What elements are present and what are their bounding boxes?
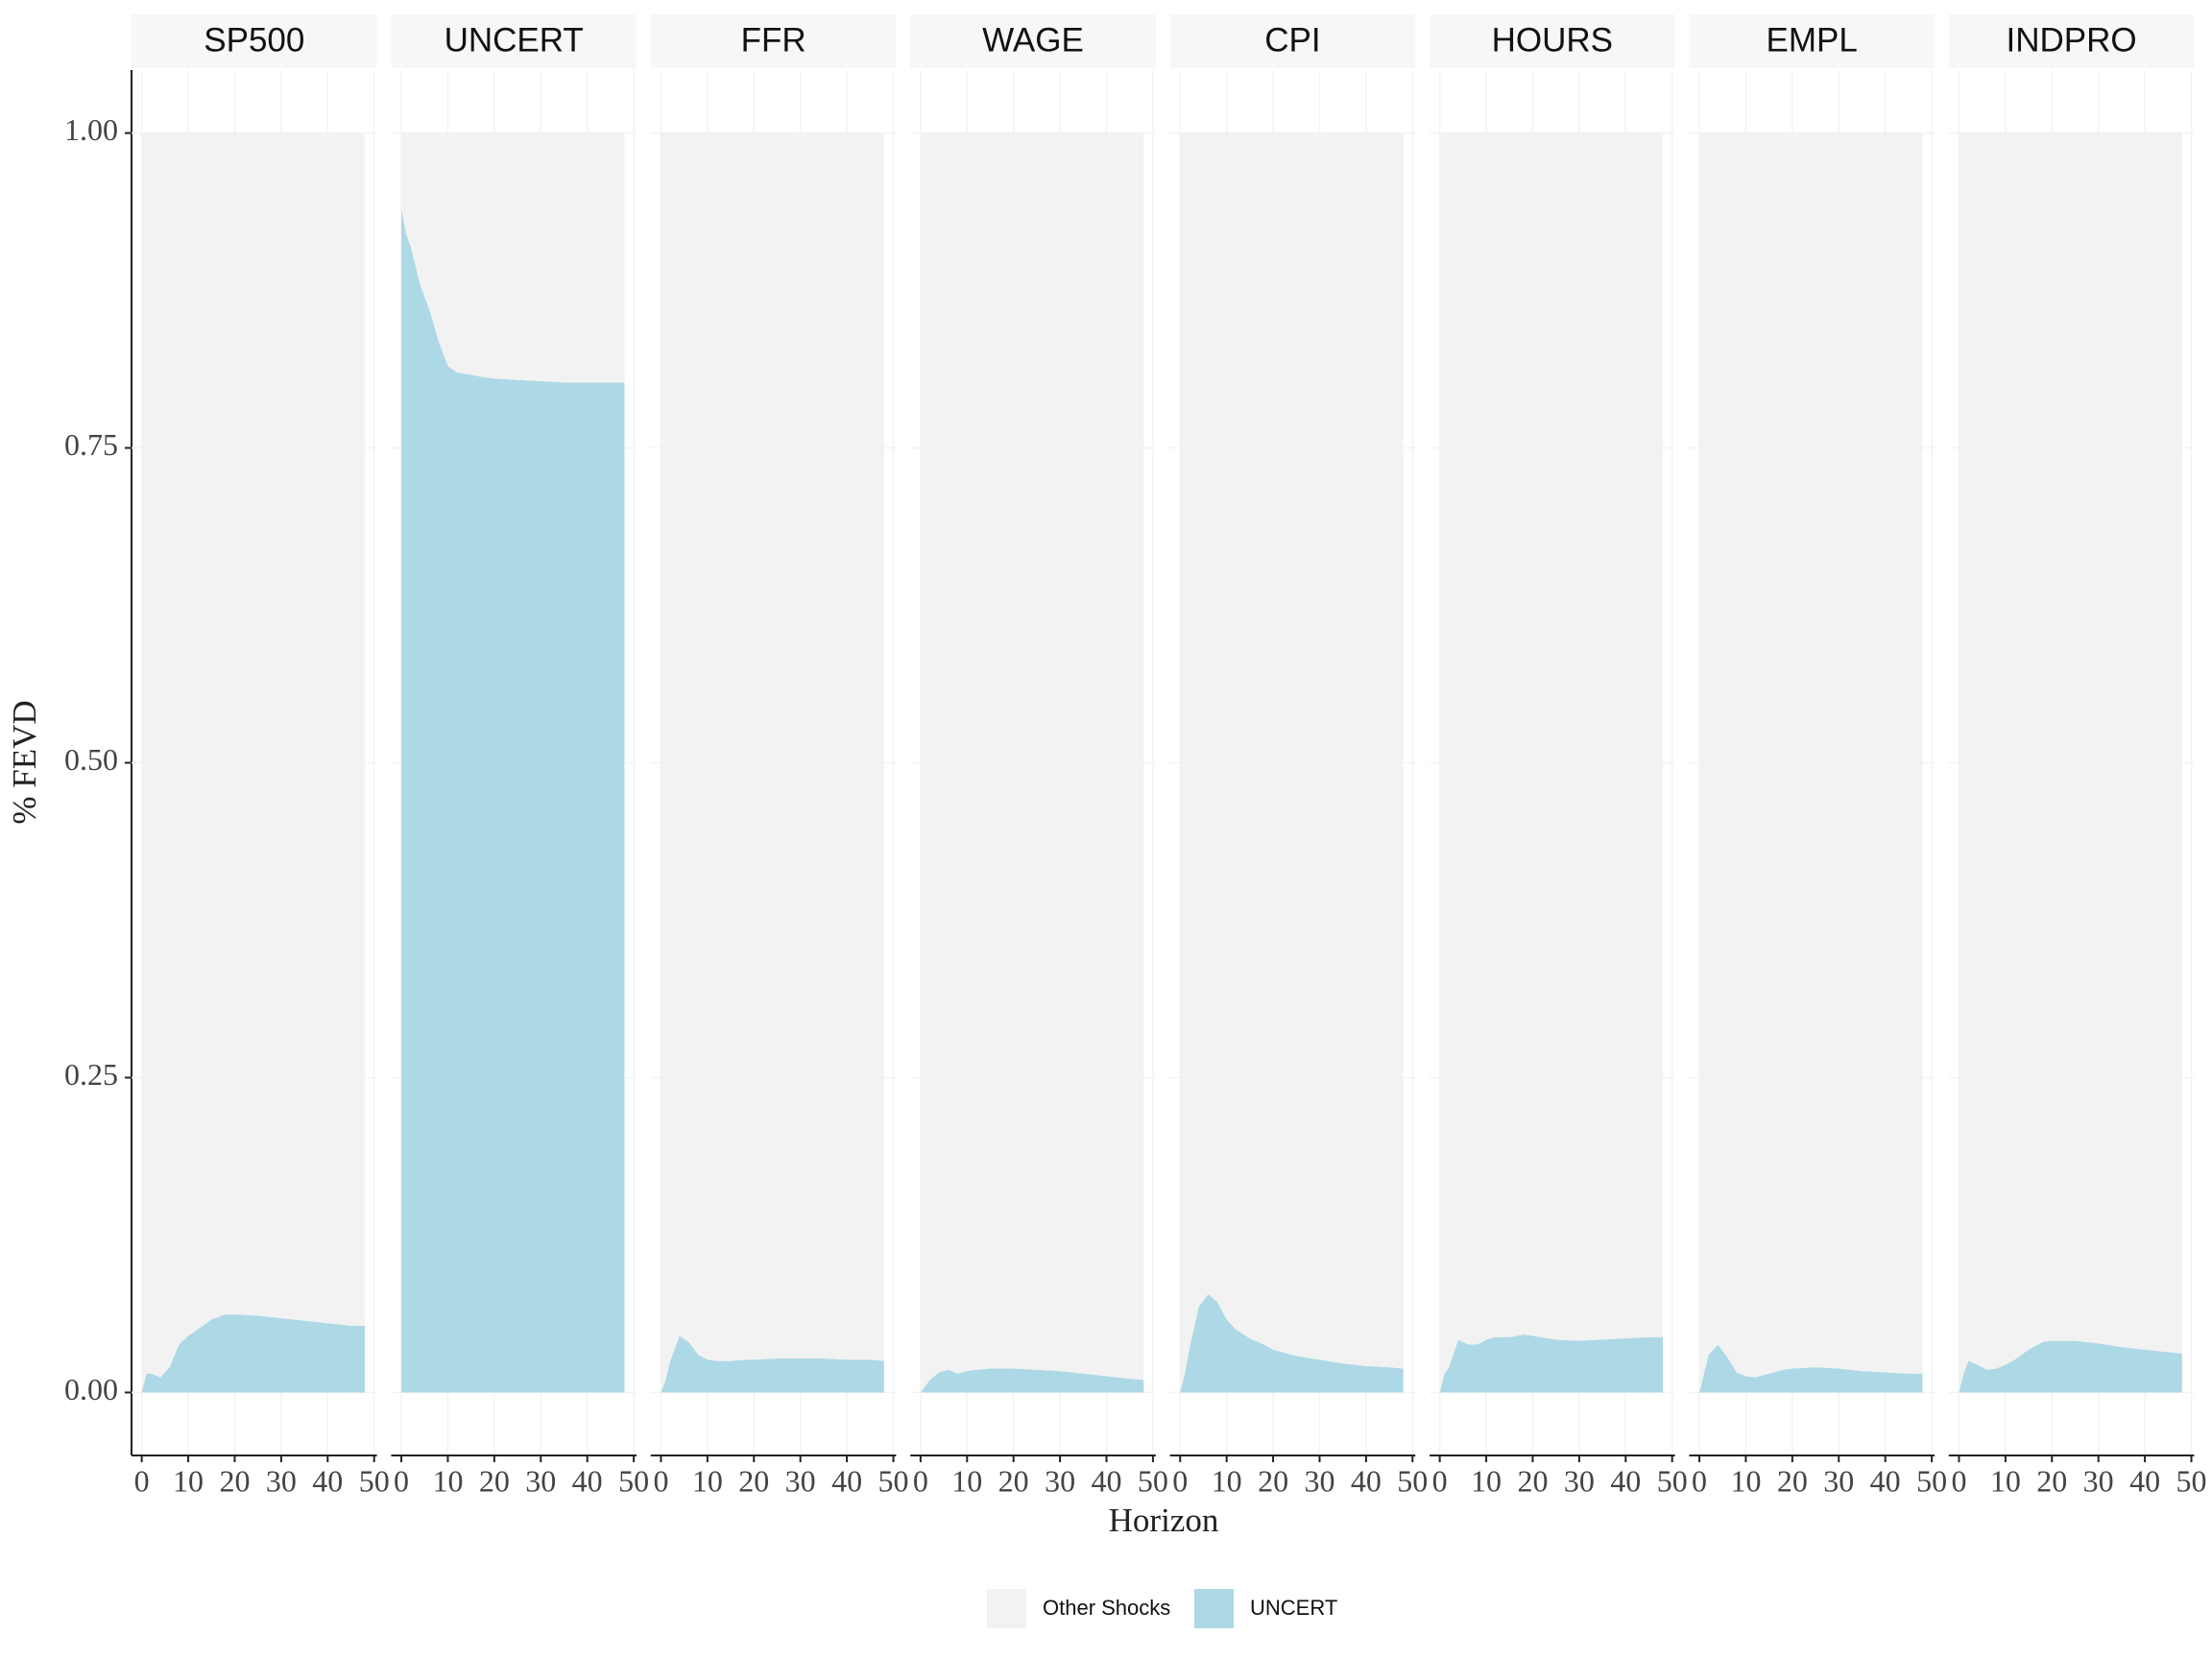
y-tick-label: 1.00 [64, 112, 118, 147]
strip [910, 14, 1156, 68]
x-tick-label: 40 [1351, 1463, 1382, 1498]
area [1959, 1340, 2182, 1393]
area [1439, 132, 1664, 1393]
area [401, 208, 625, 1393]
area [1699, 132, 1923, 1393]
x-tick-label: 30 [525, 1463, 556, 1498]
strip [1169, 14, 1416, 68]
x-tick-label: 50 [1657, 1463, 1688, 1498]
x-tick-label: 20 [1258, 1463, 1288, 1498]
x-tick-label: 0 [394, 1463, 409, 1498]
x-tick-label: 40 [312, 1463, 343, 1498]
x-tick-label: 40 [1091, 1463, 1121, 1498]
x-tick-label: 0 [1432, 1463, 1448, 1498]
y-tick-label: 0.50 [64, 742, 118, 777]
facet-title: EMPL [1767, 21, 1858, 59]
strip [1689, 14, 1935, 68]
x-tick-label: 20 [1777, 1463, 1808, 1498]
area [1699, 1344, 1923, 1393]
x-tick-label: 20 [998, 1463, 1029, 1498]
legend-label: UNCERT [1250, 1596, 1337, 1620]
x-tick-label: 50 [878, 1463, 908, 1498]
x-tick-label: 0 [913, 1463, 928, 1498]
legend-key [987, 1589, 1026, 1628]
area [1180, 1294, 1404, 1393]
x-tick-label: 40 [572, 1463, 603, 1498]
area [920, 132, 1144, 1393]
x-tick-label: 0 [1172, 1463, 1188, 1498]
x-tick-label: 30 [1823, 1463, 1854, 1498]
x-tick-label: 50 [359, 1463, 390, 1498]
facet-title: WAGE [982, 21, 1084, 59]
x-tick-label: 0 [1692, 1463, 1707, 1498]
legend-label: Other Shocks [1043, 1596, 1170, 1620]
facet-title: UNCERT [445, 21, 584, 59]
x-tick-label: 30 [785, 1463, 816, 1498]
x-tick-label: 20 [1517, 1463, 1548, 1498]
area [1439, 1334, 1664, 1393]
x-tick-label: 0 [134, 1463, 150, 1498]
facet-title: SP500 [204, 21, 304, 59]
area [661, 132, 884, 1393]
x-tick-label: 40 [1870, 1463, 1901, 1498]
x-tick-label: 30 [2083, 1463, 2114, 1498]
y-axis-title: % FEVD [6, 700, 43, 824]
x-tick-label: 10 [1471, 1463, 1502, 1498]
strip [132, 14, 377, 68]
x-tick-label: 40 [831, 1463, 862, 1498]
facet-title: FFR [741, 21, 806, 59]
x-tick-label: 30 [266, 1463, 297, 1498]
area [141, 1314, 366, 1393]
x-tick-label: 10 [173, 1463, 204, 1498]
x-tick-label: 50 [618, 1463, 649, 1498]
x-tick-label: 20 [479, 1463, 510, 1498]
x-tick-label: 10 [951, 1463, 982, 1498]
area [141, 132, 366, 1393]
facet-title: CPI [1264, 21, 1320, 59]
x-tick-label: 10 [692, 1463, 723, 1498]
area [1180, 132, 1404, 1393]
x-tick-label: 30 [1564, 1463, 1595, 1498]
y-tick-label: 0.75 [64, 427, 118, 462]
legend-key [1194, 1589, 1234, 1628]
x-tick-label: 50 [1138, 1463, 1168, 1498]
strip [650, 14, 897, 68]
x-tick-label: 10 [432, 1463, 463, 1498]
y-tick-label: 0.25 [64, 1057, 118, 1092]
x-tick-label: 10 [1730, 1463, 1761, 1498]
x-tick-label: 20 [2036, 1463, 2067, 1498]
x-tick-label: 10 [1990, 1463, 2021, 1498]
facet-title: INDPRO [2007, 21, 2137, 59]
strip [1948, 14, 2195, 68]
area [401, 132, 625, 383]
strip [1430, 14, 1675, 68]
x-tick-label: 30 [1045, 1463, 1075, 1498]
strip [391, 14, 637, 68]
x-tick-label: 50 [2176, 1463, 2206, 1498]
area [920, 1368, 1144, 1393]
y-tick-label: 0.00 [64, 1372, 118, 1407]
area [661, 1335, 884, 1393]
x-tick-label: 10 [1212, 1463, 1242, 1498]
x-tick-label: 20 [738, 1463, 769, 1498]
x-tick-label: 20 [219, 1463, 250, 1498]
x-tick-label: 50 [1397, 1463, 1428, 1498]
x-tick-label: 0 [653, 1463, 668, 1498]
area [1959, 132, 2182, 1393]
x-tick-label: 30 [1304, 1463, 1334, 1498]
x-tick-label: 40 [1610, 1463, 1641, 1498]
facet-title: HOURS [1492, 21, 1613, 59]
x-axis-title: Horizon [1109, 1502, 1219, 1539]
x-tick-label: 0 [1951, 1463, 1966, 1498]
x-tick-label: 50 [1916, 1463, 1947, 1498]
x-tick-label: 40 [2129, 1463, 2160, 1498]
